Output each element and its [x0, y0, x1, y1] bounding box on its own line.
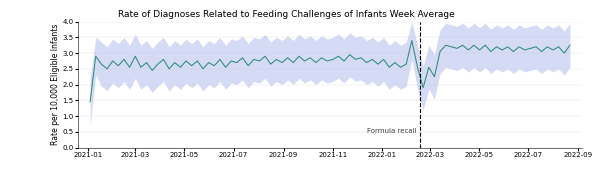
Text: Rate of Diagnoses Related to Feeding Challenges of Infants Week Average: Rate of Diagnoses Related to Feeding Cha… [118, 10, 455, 19]
Y-axis label: Rate per 10,000 Eligible Infants: Rate per 10,000 Eligible Infants [51, 24, 60, 145]
Text: Formula recall: Formula recall [367, 128, 416, 134]
